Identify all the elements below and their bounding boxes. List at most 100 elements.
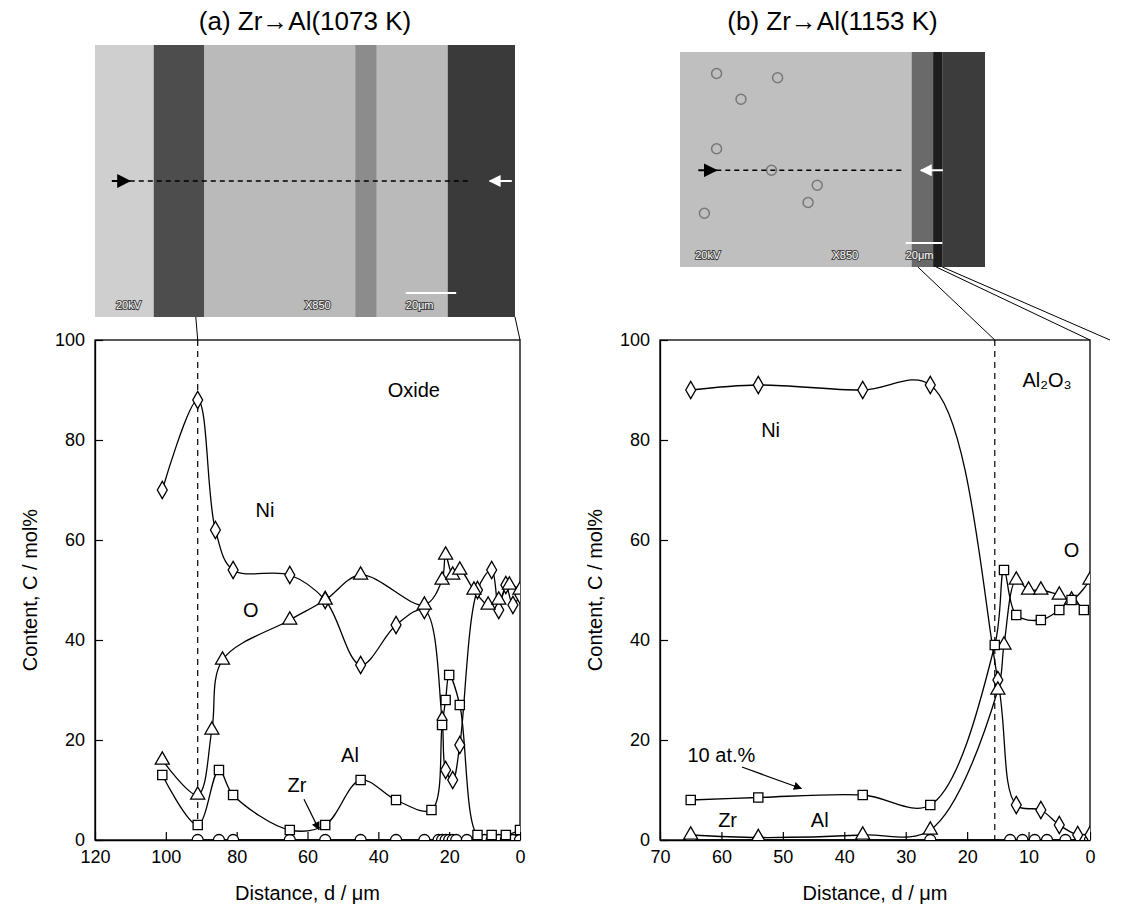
profile-line xyxy=(130,180,472,182)
marker xyxy=(502,577,516,589)
profile-arrow xyxy=(490,180,512,182)
marker xyxy=(925,376,935,393)
marker xyxy=(228,835,239,840)
tick-label: 100 xyxy=(151,847,181,867)
marker xyxy=(419,835,430,840)
marker xyxy=(1034,582,1048,594)
series-line xyxy=(162,675,520,837)
marker xyxy=(1079,605,1088,614)
marker xyxy=(441,695,450,704)
marker xyxy=(193,820,202,829)
tick-mark xyxy=(967,832,968,840)
tick-label: 80 xyxy=(630,430,650,450)
annotation: Oxide xyxy=(388,379,440,401)
y-axis-title: Content, C / mol% xyxy=(19,509,41,672)
marker xyxy=(1083,572,1090,584)
profile-arrow xyxy=(698,169,716,171)
plot-frame xyxy=(660,340,1090,840)
x-axis-title: Distance, d / μm xyxy=(803,882,948,904)
plot-frame xyxy=(95,340,520,840)
series-label: O xyxy=(1064,539,1080,561)
x-axis: 706050403020100 xyxy=(650,832,1095,867)
marker xyxy=(321,820,330,829)
micrograph-pore xyxy=(736,94,746,104)
micrograph-label: X850 xyxy=(305,299,331,311)
label-arrow xyxy=(304,799,319,829)
marker xyxy=(923,822,937,834)
marker xyxy=(445,670,454,679)
tick: 80 xyxy=(630,430,668,450)
tick-label: 60 xyxy=(712,847,732,867)
panel: (b) Zr→Al(1153 K)20kVX85020μm70605040302… xyxy=(584,6,1110,904)
tick-label: 0 xyxy=(75,830,85,850)
tick-label: 0 xyxy=(515,847,525,867)
marker xyxy=(473,830,482,839)
marker xyxy=(213,835,224,840)
marker xyxy=(1005,835,1016,840)
profile-line xyxy=(716,170,903,172)
marker xyxy=(513,582,520,594)
marker xyxy=(1017,835,1028,840)
plot-area xyxy=(684,340,1090,840)
marker xyxy=(1036,615,1045,624)
marker xyxy=(467,582,481,594)
marker xyxy=(441,761,451,778)
tick-label: 20 xyxy=(630,730,650,750)
series-line xyxy=(691,580,1090,838)
tick: 40 xyxy=(369,832,389,867)
marker xyxy=(686,795,695,804)
marker xyxy=(427,805,436,814)
tick-mark xyxy=(660,440,668,441)
micrograph-label: 20kV xyxy=(116,299,142,311)
marker xyxy=(214,765,223,774)
marker xyxy=(229,790,238,799)
marker xyxy=(999,565,1008,574)
marker xyxy=(192,835,203,840)
profile-arrow xyxy=(921,169,943,171)
micrograph xyxy=(680,52,985,267)
tick-label: 40 xyxy=(65,630,85,650)
marker xyxy=(686,381,696,398)
marker xyxy=(356,775,365,784)
marker xyxy=(417,597,431,609)
tick-label: 40 xyxy=(369,847,389,867)
marker xyxy=(753,376,763,393)
marker xyxy=(1022,582,1036,594)
marker xyxy=(487,830,496,839)
marker xyxy=(461,835,472,840)
tick-mark xyxy=(906,832,907,840)
scale-bar xyxy=(906,242,943,244)
tick-mark xyxy=(307,832,308,840)
marker xyxy=(284,835,295,840)
series-label: Al xyxy=(811,809,829,831)
micrograph-pore xyxy=(712,69,722,79)
marker xyxy=(858,790,867,799)
tick-label: 70 xyxy=(650,847,670,867)
micrograph-label: X850 xyxy=(833,249,859,261)
y-axis-title: Content, C / mol% xyxy=(584,509,606,672)
marker xyxy=(856,827,870,839)
marker xyxy=(925,835,936,840)
series-line xyxy=(691,570,1084,808)
micrograph-region xyxy=(95,45,515,317)
tick-mark xyxy=(95,640,103,641)
marker xyxy=(1029,835,1040,840)
connector xyxy=(942,267,1110,340)
marker xyxy=(439,547,453,559)
micrograph-region xyxy=(933,52,942,267)
x-axis-title: Distance, d / μm xyxy=(235,882,380,904)
plot-area xyxy=(155,340,520,840)
marker xyxy=(391,795,400,804)
micrograph-pore xyxy=(712,144,722,154)
tick-label: 0 xyxy=(1085,847,1095,867)
marker xyxy=(508,596,518,613)
marker xyxy=(215,652,229,664)
series-label: Al xyxy=(341,744,359,766)
tick-label: 10 xyxy=(1019,847,1039,867)
series-line xyxy=(162,400,520,780)
marker xyxy=(492,592,506,604)
reference-line xyxy=(994,340,995,840)
tick: 40 xyxy=(65,630,103,650)
series-label: Zr xyxy=(287,774,306,796)
connector xyxy=(936,267,1090,340)
